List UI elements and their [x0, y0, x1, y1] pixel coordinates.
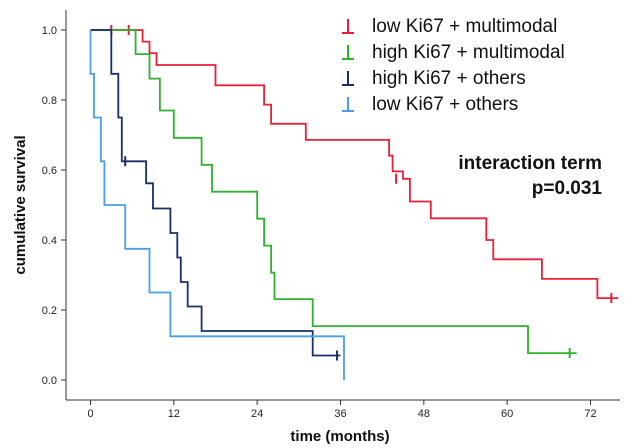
legend-label: high Ki67 + multimodal: [372, 42, 565, 63]
series-line-1: [90, 29, 619, 299]
legend-label: low Ki67 + multimodal: [372, 16, 557, 37]
x-tick-label: 36: [334, 408, 346, 420]
axes: 0 12 24 36 48 60 72 0.0 0.2 0.4 0.6 0.8 1.0: [42, 10, 620, 420]
x-tick-label: 72: [584, 408, 596, 420]
x-tick-label: 12: [168, 408, 180, 420]
x-tick-label: 0: [87, 408, 93, 420]
y-tick-label: 0.2: [42, 305, 57, 317]
series-layer: [89, 25, 619, 380]
y-tick-label: 1.0: [42, 25, 57, 37]
x-tick-label: 24: [251, 408, 263, 420]
y-tick-label: 0.8: [42, 95, 57, 107]
y-tick-label: 0.6: [42, 165, 57, 177]
y-tick-label: 0.0: [42, 375, 57, 387]
series-line-2: [90, 29, 577, 354]
legend-label: high Ki67 + others: [372, 68, 526, 89]
legend: low Ki67 + multimodal high Ki67 + multimo…: [342, 16, 565, 115]
y-axis-title: cumulative survival: [12, 135, 29, 274]
annotation-line-1: interaction term: [458, 153, 602, 174]
x-axis-title: time (months): [290, 428, 389, 445]
series-line-4: [89, 30, 345, 380]
legend-label: low Ki67 + others: [372, 94, 518, 115]
series-line-3: [90, 29, 341, 357]
x-tick-label: 60: [501, 408, 513, 420]
x-tick-label: 48: [418, 408, 430, 420]
annotation-line-2: p=0.031: [532, 178, 603, 199]
y-tick-label: 0.4: [42, 235, 57, 247]
